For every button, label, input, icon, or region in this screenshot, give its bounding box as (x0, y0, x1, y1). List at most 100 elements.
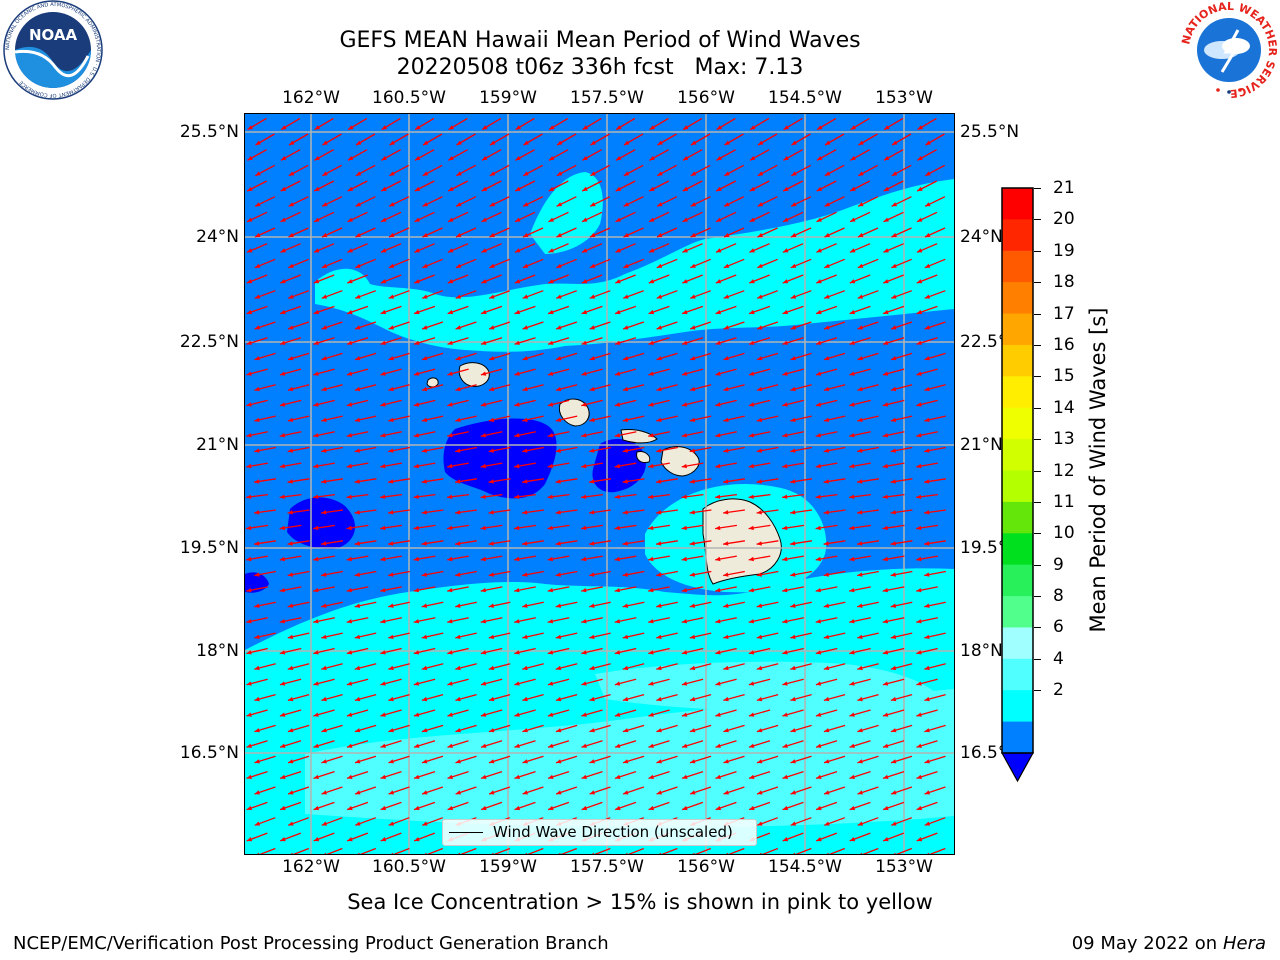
wind-wave-vector (313, 740, 335, 748)
wind-wave-vector (413, 305, 436, 315)
wind-wave-vector (488, 352, 511, 361)
colorbar-tick-mark (1034, 313, 1041, 315)
wind-wave-vector (589, 384, 611, 392)
wind-wave-vector (748, 368, 771, 376)
wind-wave-vector (857, 817, 879, 826)
wind-wave-vector (689, 290, 712, 299)
wind-wave-vector (421, 724, 444, 733)
wind-wave-vector (748, 337, 771, 345)
wind-wave-vector (615, 180, 636, 192)
wind-wave-vector (756, 478, 779, 484)
wind-wave-vector (857, 415, 879, 422)
wind-wave-vector (890, 786, 913, 795)
wind-wave-vector (657, 133, 677, 146)
wind-wave-vector (715, 801, 737, 811)
wind-wave-vector (723, 693, 745, 702)
wind-wave-vector (481, 149, 502, 161)
wind-wave-vector (882, 709, 905, 717)
wind-wave-vector (287, 478, 310, 484)
wind-wave-vector (421, 446, 444, 453)
wind-wave-vector (455, 196, 477, 207)
wind-wave-vector (480, 399, 503, 407)
wind-wave-vector (924, 509, 946, 515)
wind-wave-vector (622, 724, 645, 733)
wind-wave-vector (622, 601, 645, 608)
island-kauai (458, 362, 490, 387)
wind-wave-vector (380, 274, 402, 284)
wind-wave-vector (782, 770, 804, 780)
colorbar-band (1002, 344, 1033, 377)
wind-wave-vector (589, 290, 611, 299)
wind-wave-vector (882, 801, 905, 811)
colorbar-band (1002, 282, 1033, 314)
wind-wave-vector (659, 847, 678, 854)
wind-wave-vector (589, 258, 611, 269)
wind-wave-vector (313, 709, 335, 717)
wind-wave-vector (857, 786, 879, 795)
wind-wave-vector (925, 133, 945, 146)
wind-wave-vector (354, 415, 377, 422)
colorbar-band (1002, 439, 1033, 471)
wind-wave-vector (916, 555, 938, 562)
wind-wave-vector (857, 164, 879, 177)
wind-wave-vector (689, 509, 712, 515)
wind-wave-vector (749, 117, 770, 131)
wind-wave-vector (924, 724, 946, 733)
wind-wave-vector (455, 258, 477, 269)
wind-wave-vector (555, 724, 578, 733)
wind-wave-vector (555, 321, 578, 330)
wind-wave-vector (890, 724, 913, 733)
wind-wave-vector (480, 740, 503, 748)
wind-wave-vector (313, 801, 335, 811)
wind-wave-vector (480, 801, 503, 811)
wind-wave-vector (313, 617, 335, 624)
wind-wave-vector (648, 337, 670, 345)
wind-wave-vector (790, 570, 812, 577)
wind-wave-vector (790, 384, 812, 392)
wind-wave-vector (313, 243, 335, 253)
wind-wave-vector (313, 399, 335, 407)
wind-wave-vector (790, 724, 812, 733)
wind-wave-vector (748, 709, 771, 717)
lat-tick-right: 25.5°N (960, 122, 1020, 142)
wind-wave-vector (522, 196, 544, 207)
wind-wave-vector (790, 290, 812, 299)
colorbar-tick-label: 20 (1053, 209, 1075, 230)
island-lanai (636, 451, 651, 463)
wind-wave-vector (246, 555, 268, 562)
wind-wave-vector (515, 117, 535, 131)
wind-wave-vector (413, 555, 436, 562)
wind-wave-vector (614, 524, 637, 531)
wind-wave-vector (916, 305, 938, 315)
wind-wave-vector (413, 770, 436, 780)
wind-wave-vector (622, 415, 645, 422)
wind-wave-vector (823, 509, 846, 515)
wind-wave-vector (649, 149, 669, 161)
wind-wave-vector (614, 770, 637, 780)
wind-wave-vector (782, 243, 804, 253)
wind-wave-vector (849, 337, 871, 345)
wind-wave-vector (279, 399, 302, 407)
wind-wave-vector (622, 663, 645, 671)
wind-wave-vector (849, 431, 871, 438)
wind-wave-vector (254, 632, 276, 639)
wind-wave-vector (622, 570, 645, 577)
wind-wave-vector (882, 399, 905, 407)
wind-wave-vector (254, 321, 276, 330)
wind-wave-vector (883, 274, 904, 284)
legend-line-sample (449, 832, 483, 833)
wind-wave-vector (246, 709, 268, 717)
wind-wave-vector (380, 243, 402, 253)
wind-wave-vector (648, 368, 670, 376)
wind-wave-vector (313, 274, 335, 284)
wind-wave-vector (681, 399, 704, 407)
colorbar-tick-mark (1034, 533, 1041, 535)
wind-wave-vector (581, 337, 603, 345)
wind-wave-vector (555, 446, 578, 453)
wind-wave-vector (890, 446, 913, 453)
wind-wave-vector (883, 211, 904, 223)
island-maui (660, 446, 700, 477)
nws-logo: NATIONAL WEATHER SERVICE (1178, 0, 1280, 100)
wind-wave-vector (748, 399, 771, 407)
wind-wave-vector (447, 770, 469, 780)
